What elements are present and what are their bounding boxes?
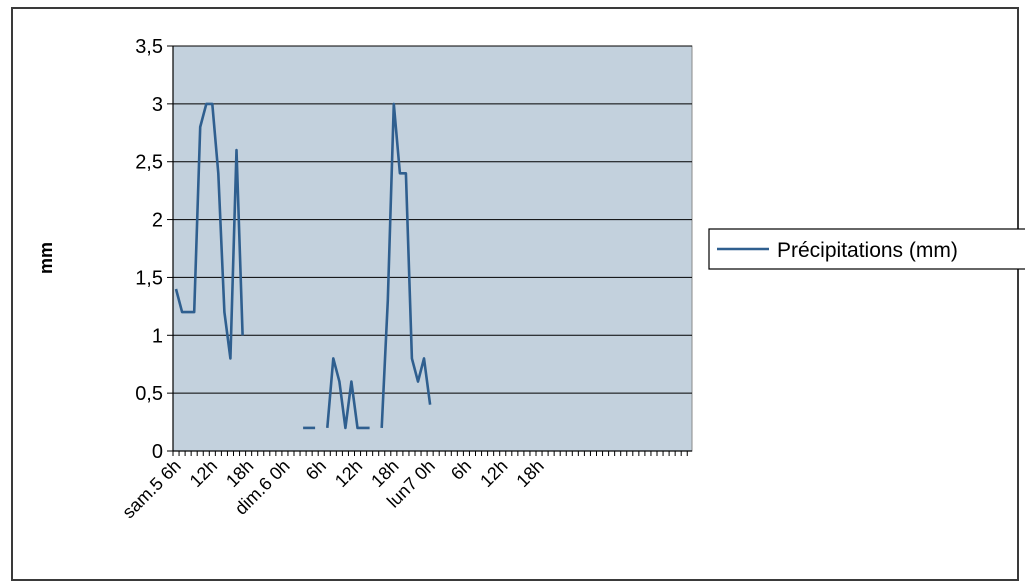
x-tick-label: 12h: [186, 456, 221, 491]
y-tick-label: 1,5: [135, 267, 163, 289]
y-tick-label: 3,5: [135, 36, 163, 58]
x-tick-label: 6h: [447, 456, 475, 484]
y-tick-label: 0: [152, 441, 163, 463]
x-tick-label: 12h: [331, 456, 366, 491]
plot-area: [172, 45, 693, 452]
y-tick-label: 3: [152, 94, 163, 116]
x-tick-label: 6h: [302, 456, 330, 484]
x-tick-label: sam.5 6h: [118, 456, 185, 523]
series-line: [326, 357, 370, 430]
x-tick-label: 12h: [476, 456, 511, 491]
x-tick-label: 18h: [512, 456, 547, 491]
y-tick-label: 1: [152, 325, 163, 347]
y-tick-label: 0,5: [135, 383, 163, 405]
y-tick-label: 2: [152, 210, 163, 232]
series-line: [380, 102, 432, 428]
legend-label: Précipitations (mm): [777, 239, 958, 262]
series-line: [174, 102, 244, 360]
y-tick-label: 2,5: [135, 152, 163, 174]
y-axis-title: mm: [36, 242, 56, 274]
